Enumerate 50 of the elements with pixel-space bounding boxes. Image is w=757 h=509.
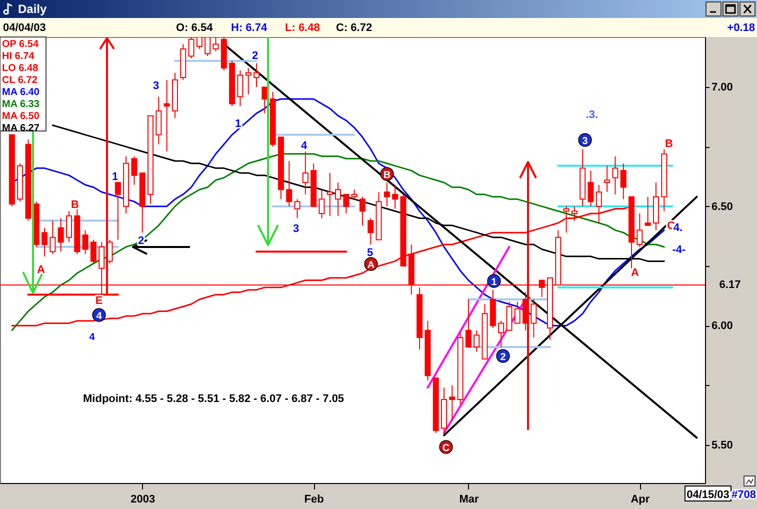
annotation: E: [95, 295, 103, 307]
y-tick-label: 7.00: [712, 82, 733, 94]
x-tick-label: Mar: [459, 494, 480, 506]
annotation: 5: [366, 247, 374, 259]
annotation: 3: [152, 80, 160, 92]
annotation: 3: [582, 136, 588, 147]
annotation: B: [383, 170, 391, 181]
annotation: HI 6.74: [2, 51, 35, 62]
annotation: Midpoint: 4.55 - 5.28 - 5.51 - 5.82 - 6.07 - 6.87 - 7.05: [83, 393, 344, 405]
annotation: 1: [234, 118, 242, 130]
x-tick-label: 2003: [130, 494, 156, 506]
annotation: 4: [300, 140, 308, 152]
annotation: B: [665, 138, 674, 150]
text: +0.18: [727, 22, 755, 34]
annotation: 2: [252, 50, 258, 62]
annotation: 4.: [673, 222, 683, 234]
text: L: 6.48: [285, 22, 320, 34]
annotation: A: [631, 267, 640, 279]
ref-line-label: 6.17: [719, 279, 741, 292]
annotation: 4: [89, 332, 96, 343]
text: MA 6.33: [2, 99, 40, 110]
y-tick-label: 6.50: [712, 200, 733, 213]
annotation: 2: [138, 235, 144, 247]
annotation: A: [37, 264, 46, 276]
annotation: C: [442, 443, 450, 454]
y-tick-label: 5.50: [712, 439, 733, 452]
annotation: LO 6.48: [2, 63, 39, 74]
annotation: OP 6.54: [2, 39, 39, 50]
text: O: 6.54: [176, 22, 214, 34]
annotation: 1: [491, 277, 498, 288]
annotation: 1: [112, 171, 118, 183]
text: H: 6.74: [231, 22, 268, 34]
x-tick-label: Feb: [304, 494, 324, 506]
annotation: A: [367, 260, 375, 271]
x-tick-label: Apr: [630, 494, 650, 506]
text: MA 6.40: [2, 87, 40, 98]
annotation: CL 6.72: [2, 75, 38, 86]
text: C: 6.72: [336, 22, 372, 34]
chart-title: Daily: [18, 2, 47, 16]
annotation: 3: [292, 223, 300, 235]
y-tick-label: 6.00: [712, 320, 733, 332]
annotation: .3.: [586, 109, 598, 121]
annotation: -4-: [672, 244, 686, 256]
text: MA 6.50: [2, 111, 40, 122]
annotation: B: [71, 199, 80, 211]
text: #708: [732, 489, 756, 501]
text: 04/15/03: [686, 489, 730, 501]
annotation: 4: [96, 311, 102, 322]
text: 04/04/03: [3, 22, 46, 34]
annotation: 2: [500, 352, 506, 363]
